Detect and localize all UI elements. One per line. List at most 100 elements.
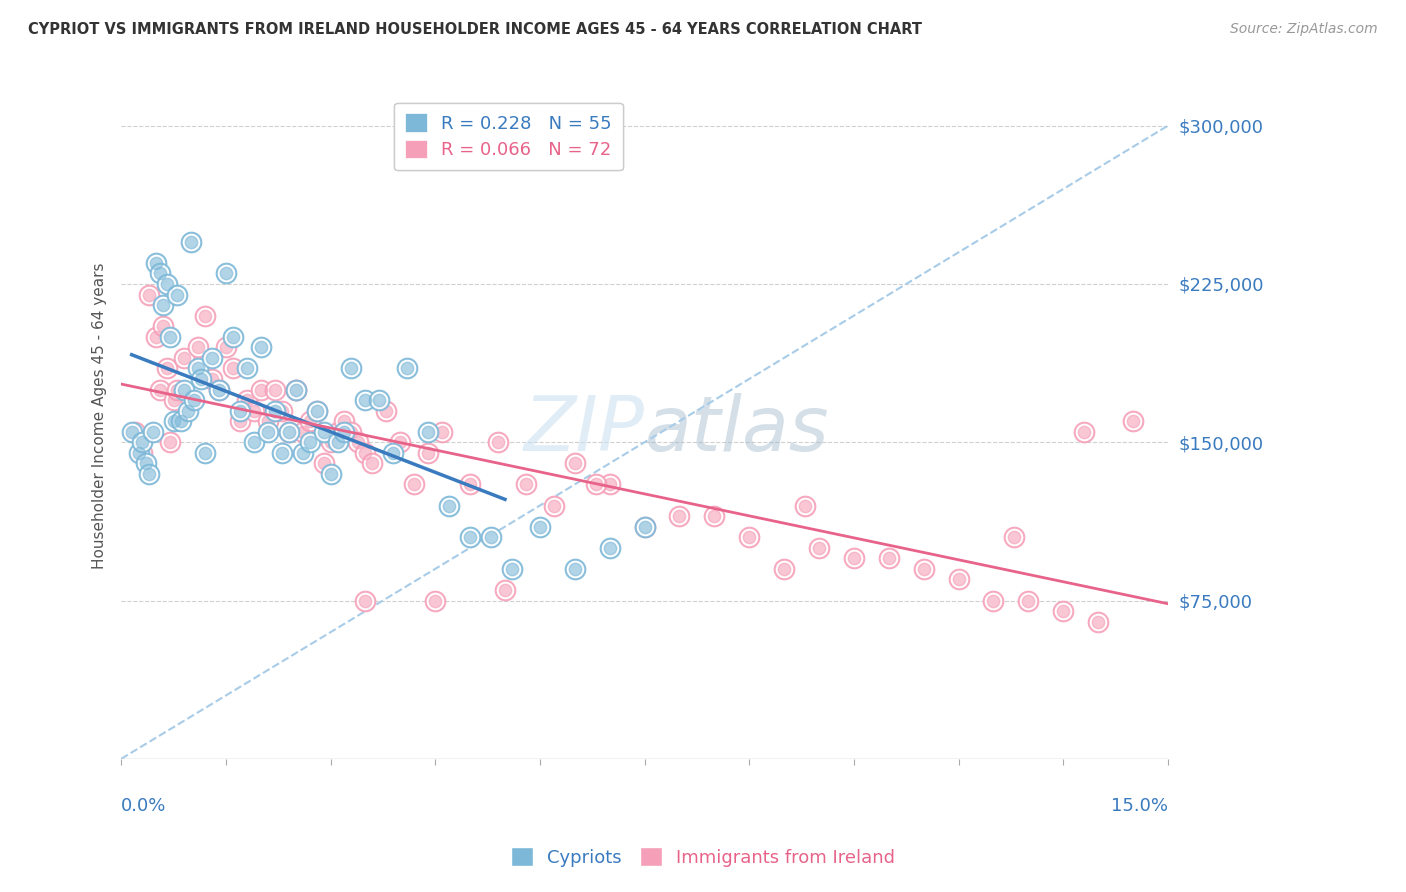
Point [354, 392, 377, 407]
Point [176, 403, 198, 417]
Point [162, 392, 184, 407]
Point [312, 425, 335, 439]
Point [162, 414, 184, 428]
Point [263, 383, 285, 397]
Text: 0.0%: 0.0% [121, 797, 166, 814]
Point [152, 319, 174, 334]
Point [319, 467, 342, 481]
Text: CYPRIOT VS IMMIGRANTS FROM IRELAND HOUSEHOLDER INCOME AGES 45 - 64 YEARS CORRELA: CYPRIOT VS IMMIGRANTS FROM IRELAND HOUSE… [28, 22, 922, 37]
Point [263, 383, 285, 397]
Point [256, 425, 278, 439]
Point [159, 435, 181, 450]
Point [340, 425, 363, 439]
Point [703, 509, 725, 524]
Point [1002, 530, 1025, 544]
Point [145, 330, 167, 344]
Legend: Cypriots, Immigrants from Ireland: Cypriots, Immigrants from Ireland [503, 840, 903, 874]
Point [222, 361, 245, 376]
Point [145, 330, 167, 344]
Point [1002, 530, 1025, 544]
Point [333, 425, 356, 439]
Point [135, 456, 157, 470]
Point [152, 319, 174, 334]
Point [149, 267, 172, 281]
Point [222, 361, 245, 376]
Point [501, 562, 523, 576]
Point [138, 467, 160, 481]
Point [877, 551, 900, 566]
Point [215, 340, 238, 354]
Point [418, 425, 440, 439]
Point [277, 425, 299, 439]
Point [515, 477, 537, 491]
Point [842, 551, 865, 566]
Point [948, 573, 970, 587]
Point [347, 435, 370, 450]
Point [173, 351, 195, 365]
Point [229, 414, 252, 428]
Point [183, 392, 205, 407]
Point [382, 446, 405, 460]
Point [842, 551, 865, 566]
Point [180, 235, 202, 249]
Point [668, 509, 690, 524]
Point [354, 446, 377, 460]
Point [494, 582, 516, 597]
Point [425, 593, 447, 607]
Text: 15.0%: 15.0% [1111, 797, 1168, 814]
Point [437, 499, 460, 513]
Point [948, 573, 970, 587]
Text: ZIP: ZIP [523, 392, 644, 467]
Point [501, 562, 523, 576]
Point [305, 403, 328, 417]
Point [368, 392, 391, 407]
Point [633, 519, 655, 533]
Point [305, 403, 328, 417]
Point [124, 425, 146, 439]
Point [312, 456, 335, 470]
Point [1087, 615, 1109, 629]
Point [152, 298, 174, 312]
Point [404, 477, 426, 491]
Point [912, 562, 935, 576]
Point [585, 477, 607, 491]
Point [458, 530, 481, 544]
Point [222, 330, 245, 344]
Point [256, 414, 278, 428]
Point [437, 499, 460, 513]
Point [180, 235, 202, 249]
Point [194, 309, 217, 323]
Point [529, 519, 551, 533]
Point [515, 477, 537, 491]
Point [270, 403, 292, 417]
Point [479, 530, 502, 544]
Point [183, 392, 205, 407]
Point [425, 593, 447, 607]
Point [599, 477, 621, 491]
Point [270, 403, 292, 417]
Point [312, 456, 335, 470]
Point [166, 383, 188, 397]
Point [187, 340, 209, 354]
Point [152, 298, 174, 312]
Point [277, 425, 299, 439]
Point [340, 425, 363, 439]
Point [149, 383, 172, 397]
Point [458, 477, 481, 491]
Point [277, 425, 299, 439]
Point [201, 372, 224, 386]
Point [1073, 425, 1095, 439]
Point [389, 435, 412, 450]
Point [361, 456, 384, 470]
Point [382, 446, 405, 460]
Point [249, 340, 271, 354]
Point [326, 435, 349, 450]
Point [430, 425, 453, 439]
Point [249, 340, 271, 354]
Point [564, 562, 586, 576]
Point [201, 372, 224, 386]
Point [277, 425, 299, 439]
Point [1122, 414, 1144, 428]
Point [668, 509, 690, 524]
Point [243, 403, 266, 417]
